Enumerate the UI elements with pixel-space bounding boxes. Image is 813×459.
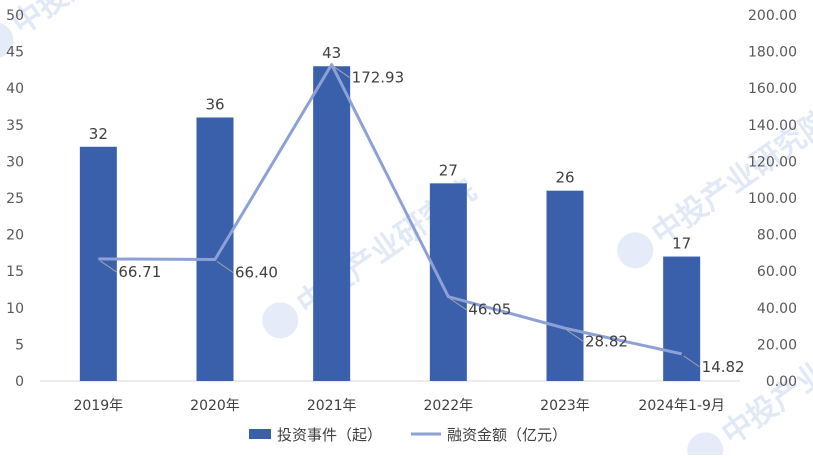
bar-data-label: 27 <box>439 161 458 179</box>
bar <box>79 146 117 381</box>
bar <box>313 66 351 382</box>
bar-series <box>79 66 701 382</box>
watermark-logo-icon <box>0 22 14 59</box>
y-right-tick-label: 20.00 <box>757 337 797 353</box>
y-right-tick-label: 60.00 <box>757 264 797 280</box>
x-tick-label: 2023年 <box>540 398 590 414</box>
bar <box>546 190 584 381</box>
bar-data-label: 43 <box>322 44 341 62</box>
line-label-leader <box>683 355 700 368</box>
watermark-logo-icon <box>262 302 299 339</box>
legend-bar-swatch <box>249 429 271 439</box>
y-right-tick-label: 80.00 <box>757 228 797 244</box>
y-right-tick-label: 140.00 <box>748 118 797 134</box>
line-data-label: 46.05 <box>468 301 511 319</box>
line-label-leader <box>333 66 350 78</box>
line-data-label: 28.82 <box>585 332 628 350</box>
bar <box>663 256 701 381</box>
legend-bar-label: 投资事件（起） <box>277 426 382 444</box>
bar-data-label: 36 <box>205 95 224 113</box>
line-data-label: 66.40 <box>235 263 278 281</box>
x-tick-label: 2020年 <box>190 398 240 414</box>
line-data-label: 172.93 <box>352 69 405 87</box>
y-right-tick-label: 180.00 <box>748 45 797 61</box>
y-left-tick-label: 5 <box>15 337 24 353</box>
line-label-leader <box>216 261 234 273</box>
bar-data-label: 32 <box>89 125 108 143</box>
watermark-logo-icon <box>687 432 724 459</box>
y-left-tick-label: 25 <box>6 191 24 207</box>
data-labels: 32 36 43 27 26 17 66.71 66.40 172.93 46.05 28.82 14… <box>89 44 745 376</box>
bar <box>429 183 467 381</box>
y-right-tick-label: 160.00 <box>748 81 797 97</box>
watermark: 中投产业研究院 <box>0 0 198 59</box>
x-tick-label: 2019年 <box>74 398 124 414</box>
line-series <box>98 63 682 356</box>
line-label-leader <box>450 298 467 311</box>
bar <box>196 117 234 381</box>
y-left-tick-label: 30 <box>6 154 24 170</box>
watermark-logo-icon <box>617 232 654 269</box>
y-left-tick-label: 15 <box>6 264 24 280</box>
line-label-leader <box>100 260 117 273</box>
axes: 0 5 10 15 20 25 30 35 40 45 50 0.00 20.00 40.00 60.00 8… <box>6 8 797 414</box>
y-left-tick-label: 40 <box>6 81 24 97</box>
y-left-tick-label: 50 <box>6 8 24 24</box>
legend-line-label: 融资金额（亿元） <box>447 426 567 444</box>
line-data-label: 14.82 <box>702 358 745 376</box>
line-label-leader <box>566 329 584 342</box>
y-right-tick-label: 200.00 <box>748 8 797 24</box>
bar-data-label: 26 <box>555 169 574 187</box>
watermark-text: 中投产业研究院 <box>6 0 198 42</box>
watermark-text: 中投产业研究院 <box>716 303 813 452</box>
bar-data-label: 17 <box>672 235 691 253</box>
y-right-tick-label: 100.00 <box>748 191 797 207</box>
y-right-tick-label: 40.00 <box>757 301 797 317</box>
y-left-tick-label: 20 <box>6 228 24 244</box>
legend: 投资事件（起） 融资金额（亿元） <box>249 426 567 444</box>
y-left-tick-label: 10 <box>6 301 24 317</box>
x-tick-label: 2024年1-9月 <box>638 398 725 414</box>
line-data-label: 66.71 <box>118 263 161 281</box>
x-tick-label: 2022年 <box>424 398 474 414</box>
line-path <box>98 63 682 356</box>
y-left-tick-label: 0 <box>15 374 24 390</box>
y-left-tick-label: 35 <box>6 118 24 134</box>
y-left-tick-label: 45 <box>6 45 24 61</box>
x-tick-label: 2021年 <box>307 398 357 414</box>
y-right-tick-label: 120.00 <box>748 154 797 170</box>
y-right-tick-label: 0.00 <box>766 374 797 390</box>
